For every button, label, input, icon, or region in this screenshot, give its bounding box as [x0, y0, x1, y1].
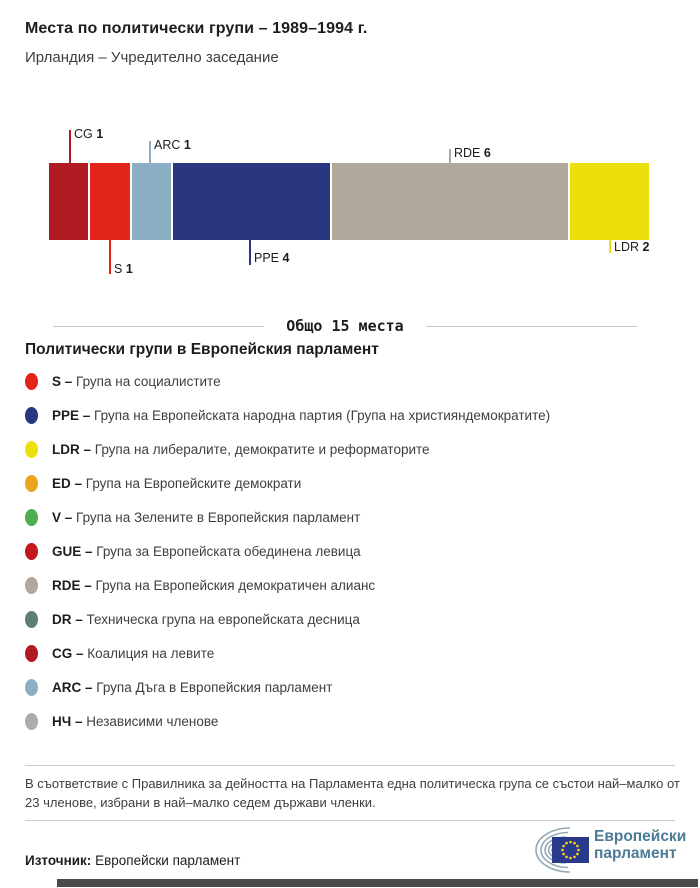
footer-divider-top — [25, 765, 675, 766]
legend-item-desc: Независими членове — [86, 713, 219, 729]
bar-segment-cg — [49, 163, 89, 240]
ep-logo: Европейски парламент — [512, 825, 700, 875]
legend-item: PPE – Група на Европейската народна парт… — [0, 398, 700, 432]
legend-item-desc: Група на социалистите — [76, 373, 221, 389]
legend-item-desc: Група на либералите, демократите и рефор… — [94, 441, 430, 457]
callout-label-arc: ARC 1 — [154, 138, 191, 152]
divider-line-left — [53, 325, 265, 327]
legend-item-desc: Група за Европейската обединена левица — [96, 543, 361, 559]
footnote: В съответствие с Правилника за дейността… — [25, 776, 680, 810]
bar-segment-arc — [131, 163, 171, 240]
legend-color-dot — [25, 474, 38, 492]
legend-item-abbr: PPE – — [52, 407, 95, 423]
footer-divider-bottom — [25, 820, 675, 821]
callout-label-ldr: LDR 2 — [614, 240, 650, 254]
legend-color-dot — [25, 644, 38, 662]
legend-color-dot — [25, 712, 38, 730]
divider-line-right — [425, 325, 637, 327]
seat-bar — [49, 163, 649, 240]
legend-item: V – Група на Зелените в Европейския парл… — [0, 500, 700, 534]
legend-item: RDE – Група на Европейския демократичен … — [0, 568, 700, 602]
bar-segment-rde — [332, 163, 569, 240]
callout-line-rde — [449, 149, 451, 163]
legend-item-abbr: DR – — [52, 611, 87, 627]
page-subtitle: Ирландия – Учредително заседание — [25, 49, 279, 66]
legend-color-dot — [25, 372, 38, 390]
legend-item-desc: Група на Европейския демократичен алианс — [95, 577, 376, 593]
legend-item-desc: Група на Европейската народна партия (Гр… — [94, 407, 551, 423]
legend-color-dot — [25, 576, 38, 594]
legend-color-dot — [25, 508, 38, 526]
legend-color-dot — [25, 440, 38, 458]
ep-logo-text-line1: Европейски — [594, 828, 687, 845]
legend-item-abbr: ED – — [52, 475, 86, 491]
legend-color-dot — [25, 406, 38, 424]
ep-logo-text-line2: парламент — [594, 845, 677, 862]
legend-item-abbr: S – — [52, 373, 77, 389]
callout-line-arc — [149, 141, 151, 163]
legend-item-abbr: НЧ – — [52, 713, 87, 729]
legend-list: S – Група на социалистите PPE – Група на… — [0, 364, 700, 738]
legend-item-desc: Техническа група на европейската десница — [86, 611, 360, 627]
legend-heading: Политически групи в Европейския парламен… — [25, 341, 379, 358]
legend-item-abbr: LDR – — [52, 441, 95, 457]
legend-item: ED – Група на Европейските демократи — [0, 466, 700, 500]
page-title: Места по политически групи – 1989–1994 г… — [25, 20, 368, 37]
legend-item-abbr: GUE – — [52, 543, 97, 559]
eu-flag-icon — [552, 837, 589, 863]
bar-segment-ldr — [570, 163, 649, 240]
callout-label-cg: CG 1 — [74, 127, 104, 141]
legend-item-desc: Група на Европейските демократи — [85, 475, 302, 491]
callout-label-s: S 1 — [114, 262, 133, 276]
legend-item-desc: Група Дъга в Европейския парламент — [96, 679, 333, 695]
legend-item: DR – Техническа група на европейската де… — [0, 602, 700, 636]
legend-item-abbr: CG – — [52, 645, 88, 661]
legend-item-abbr: RDE – — [52, 577, 96, 593]
callout-line-cg — [69, 130, 71, 163]
source-label: Източник: — [25, 853, 92, 868]
ep-logo-text: Европейски парламент — [594, 828, 686, 862]
legend-item: НЧ – Независими членове — [0, 704, 700, 738]
callout-line-ppe — [249, 240, 251, 265]
callout-label-ppe: PPE 4 — [254, 251, 290, 265]
legend-item: LDR – Група на либералите, демократите и… — [0, 432, 700, 466]
callout-label-rde: RDE 6 — [454, 146, 491, 160]
legend-item-abbr: ARC – — [52, 679, 97, 695]
legend-item: GUE – Група за Европейската обединена ле… — [0, 534, 700, 568]
legend-item-desc: Коалиция на левите — [87, 645, 215, 661]
legend-item: ARC – Група Дъга в Европейския парламент — [0, 670, 700, 704]
callout-line-s — [109, 240, 111, 274]
legend-color-dot — [25, 610, 38, 628]
legend-item-desc: Група на Зелените в Европейския парламен… — [76, 509, 361, 525]
bar-segment-ppe — [172, 163, 331, 240]
bar-segment-s — [90, 163, 130, 240]
total-divider: Общо 15 места — [53, 317, 637, 335]
legend-color-dot — [25, 678, 38, 696]
source-value: Европейски парламент — [95, 853, 241, 868]
legend-item-abbr: V – — [52, 509, 77, 525]
legend-item: S – Група на социалистите — [0, 364, 700, 398]
legend-item: CG – Коалиция на левите — [0, 636, 700, 670]
source-line: Източник: Европейски парламент — [25, 853, 240, 868]
callout-line-ldr — [609, 240, 611, 253]
bottom-progress-bar — [57, 879, 698, 887]
legend-color-dot — [25, 542, 38, 560]
total-seats-label: Общо 15 места — [286, 317, 404, 335]
